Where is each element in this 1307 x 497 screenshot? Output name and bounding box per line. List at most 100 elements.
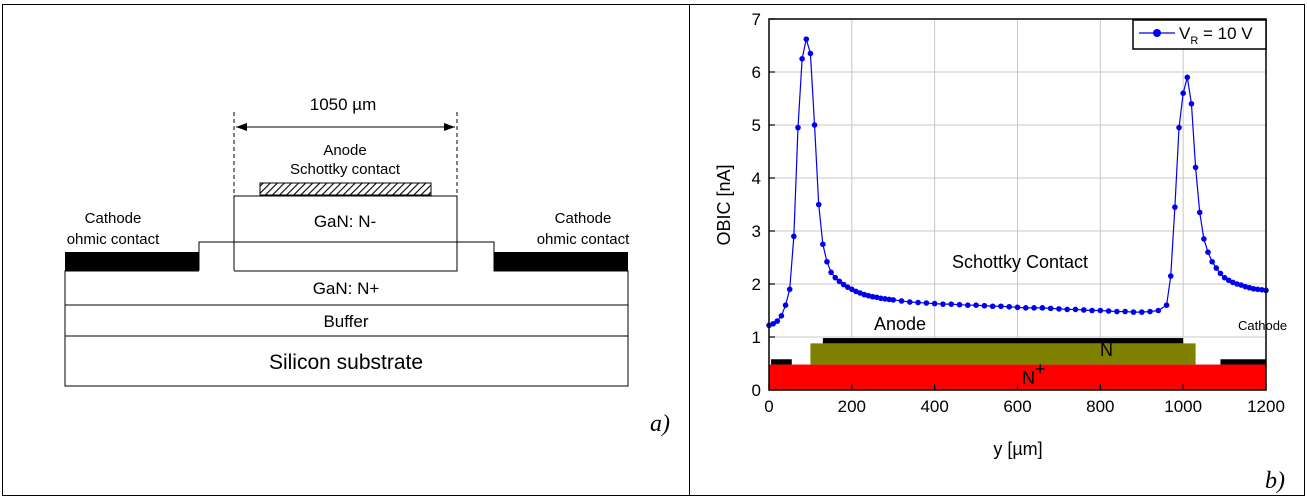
data-point <box>1254 286 1261 293</box>
data-point <box>782 302 789 309</box>
data-point <box>824 258 830 265</box>
data-point <box>931 300 938 307</box>
gan-n-plus-label: GaN: N+ <box>313 279 380 298</box>
data-point <box>890 297 897 303</box>
x-tick-label: 800 <box>1086 397 1114 416</box>
data-point <box>948 301 955 307</box>
y-tick-label: 2 <box>752 275 761 294</box>
data-point <box>1147 308 1153 315</box>
data-point <box>1196 209 1203 216</box>
inset-n-label: N <box>1100 340 1113 360</box>
inset-schottky-label: Schottky Contact <box>952 252 1088 272</box>
x-tick-label: 200 <box>838 397 866 416</box>
obic-chart: Schottky Contact Anode Cathode N N+ 0 200… <box>714 10 1287 494</box>
data-point <box>770 320 776 327</box>
cathode-contact-left <box>65 252 199 271</box>
cathode-right-label: Cathode <box>555 210 612 227</box>
data-point <box>886 296 892 303</box>
data-point <box>791 233 797 240</box>
data-point <box>1209 258 1215 265</box>
gan-n-minus-layer <box>233 195 458 243</box>
data-point <box>774 318 781 324</box>
data-point <box>1192 164 1199 171</box>
x-tick-label: 600 <box>1003 397 1031 416</box>
data-point <box>998 303 1004 310</box>
data-point <box>1014 304 1021 311</box>
data-point <box>965 302 971 309</box>
x-tick-label: 400 <box>920 397 948 416</box>
data-point <box>1122 308 1128 315</box>
data-point <box>1072 306 1079 313</box>
data-point <box>1221 274 1228 281</box>
data-point <box>1259 287 1265 293</box>
data-point <box>807 50 814 57</box>
anode-label: Anode <box>323 142 366 159</box>
cathode-bar-right <box>1220 359 1266 365</box>
data-point <box>1047 305 1054 312</box>
data-point <box>869 293 876 300</box>
inset-nplus-label: N+ <box>1022 359 1046 388</box>
axes: 0 200 400 600 800 1000 1200 0 1 2 3 4 5 6 7 <box>752 10 1285 416</box>
data-point <box>1155 307 1162 314</box>
data-point <box>1114 308 1120 315</box>
inset-cathode-label: Cathode <box>1238 318 1287 333</box>
data-point <box>1213 265 1220 271</box>
data-point <box>1163 302 1170 309</box>
dimension-label: 1050 µm <box>310 95 377 114</box>
data-point <box>795 124 801 131</box>
data-point <box>832 274 839 281</box>
data-point <box>836 278 843 285</box>
data-point <box>878 295 884 302</box>
data-point <box>1130 309 1137 315</box>
data-point <box>1217 270 1224 277</box>
y-tick-label: 0 <box>752 381 761 400</box>
data-point <box>1176 124 1182 131</box>
data-point <box>1039 305 1046 311</box>
data-point <box>799 55 805 62</box>
legend: VR = 10 V <box>1132 19 1267 50</box>
panel-label-a: a) <box>650 411 670 437</box>
x-tick-label: 0 <box>764 397 773 416</box>
buffer-label: Buffer <box>323 312 368 331</box>
data-point <box>981 302 988 309</box>
data-point <box>811 122 818 128</box>
y-tick-label: 5 <box>752 116 761 135</box>
cathode-bar-left <box>771 359 792 365</box>
y-tick-label: 3 <box>752 222 761 241</box>
arrowhead-right-icon <box>444 123 455 131</box>
legend-label: VR = 10 V <box>1179 24 1253 47</box>
data-point <box>1201 236 1207 242</box>
series-line <box>768 38 1267 326</box>
data-point <box>956 301 963 308</box>
cathode-left-label: Cathode <box>85 210 142 227</box>
schottky-contact <box>259 182 432 196</box>
data-point <box>815 201 822 208</box>
data-point <box>973 302 979 309</box>
data-point <box>989 303 996 310</box>
data-point <box>940 301 946 307</box>
data-point <box>1089 307 1095 314</box>
data-point <box>828 269 834 276</box>
cathode-contact-right <box>494 252 628 271</box>
y-tick-label: 4 <box>752 169 761 188</box>
substrate-label: Silicon substrate <box>269 351 423 374</box>
gan-n-minus-label: GaN: N- <box>314 212 376 231</box>
anode-sublabel: Schottky contact <box>290 161 401 178</box>
data-point <box>923 300 930 306</box>
panel-label-b: b) <box>1265 468 1285 494</box>
data-point <box>1031 305 1037 311</box>
grid <box>769 19 1266 390</box>
data-point <box>778 313 785 319</box>
legend-marker <box>1153 29 1161 37</box>
cathode-right-sublabel: ohmic contact <box>537 231 630 248</box>
buffer-layer <box>64 304 629 337</box>
data-point <box>907 299 913 305</box>
data-point <box>844 284 851 290</box>
data-point <box>1172 204 1178 210</box>
data-point <box>820 241 826 248</box>
data-point <box>1225 277 1232 284</box>
x-tick-label: 1200 <box>1247 397 1285 416</box>
y-tick-label: 6 <box>752 63 761 82</box>
data-point <box>915 299 921 306</box>
y-axis-label: OBIC [nA] <box>714 164 734 245</box>
